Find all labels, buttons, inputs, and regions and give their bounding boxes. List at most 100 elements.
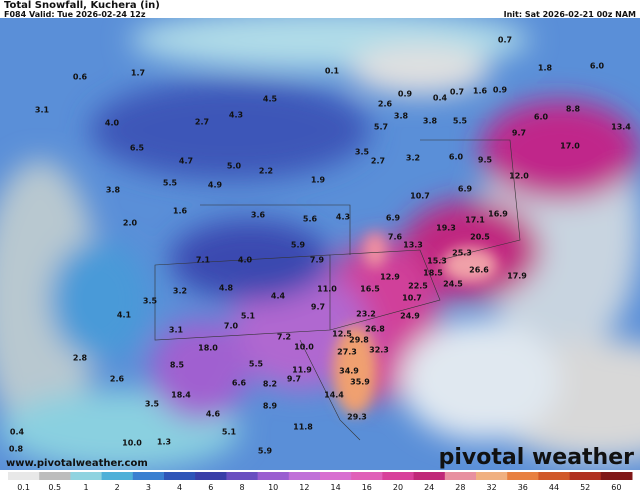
snowfall-label: 0.8 — [9, 445, 24, 454]
snowfall-label: 3.1 — [35, 106, 50, 115]
colorbar-tick-label: 24 — [424, 483, 434, 492]
snowfall-label: 11.0 — [317, 285, 337, 294]
snowfall-label: 4.8 — [219, 284, 234, 293]
snowfall-label: 24.9 — [400, 312, 420, 321]
colorbar-tick-label: 0.1 — [17, 483, 30, 492]
colorbar-swatch — [195, 472, 227, 480]
snowfall-label: 6.5 — [130, 144, 145, 153]
snowfall-label: 6.0 — [590, 62, 605, 71]
snowfall-label: 3.1 — [169, 326, 184, 335]
snowfall-label: 4.1 — [117, 311, 132, 320]
colorbar-tick-label: 52 — [580, 483, 590, 492]
snowfall-label: 7.6 — [388, 233, 403, 242]
snowfall-label: 13.4 — [611, 123, 631, 132]
colorbar-tick-label: 60 — [611, 483, 621, 492]
colorbar-tick-label: 12 — [299, 483, 309, 492]
snowfall-label: 2.8 — [73, 354, 88, 363]
colorbar-tick-label: 4 — [177, 483, 182, 492]
snowfall-label: 4.6 — [206, 410, 221, 419]
snowfall-label: 0.4 — [433, 94, 448, 103]
snowfall-label: 7.2 — [277, 333, 291, 342]
snowfall-label: 8.8 — [566, 105, 581, 114]
snowfall-label: 17.1 — [465, 216, 485, 225]
colorbar-swatch — [600, 472, 633, 480]
snowfall-label: 12.5 — [332, 330, 352, 339]
snowfall-label: 17.0 — [560, 142, 580, 151]
snowfall-label: 8.2 — [263, 380, 277, 389]
snowfall-label: 25.3 — [452, 249, 472, 258]
colorbar-tick-label: 8 — [239, 483, 244, 492]
snowfall-label: 6.9 — [386, 214, 401, 223]
snowfall-label: 9.7 — [512, 129, 526, 138]
snowfall-label: 2.0 — [123, 219, 138, 228]
colorbar-swatch — [382, 472, 415, 480]
snowfall-label: 0.1 — [325, 67, 340, 76]
snowfall-label: 1.8 — [538, 64, 553, 73]
watermark: www.pivotalweather.com — [6, 458, 148, 469]
snowfall-label: 11.8 — [293, 423, 313, 432]
snowfall-label: 9.7 — [311, 303, 325, 312]
colorbar-swatch — [413, 472, 446, 480]
snowfall-label: 5.0 — [227, 162, 242, 171]
logo: pivotal weather — [439, 445, 634, 470]
colorbar-swatch — [70, 472, 103, 480]
snowfall-label: 35.9 — [350, 378, 370, 387]
colorbar-tick-label: 3 — [146, 483, 151, 492]
colorbar-swatch — [320, 472, 352, 480]
state-borders — [154, 139, 521, 441]
colorbar-swatch — [164, 472, 196, 480]
colorbar-swatch — [101, 472, 134, 480]
colorbar-swatch — [8, 472, 40, 480]
snowfall-label: 3.2 — [406, 154, 420, 163]
snowfall-label: 2.2 — [259, 167, 273, 176]
snowfall-label: 19.3 — [436, 224, 456, 233]
colorbar-swatch — [569, 472, 602, 480]
colorbar-swatch — [444, 472, 477, 480]
snowfall-label: 7.0 — [224, 322, 239, 331]
snowfall-label: 16.5 — [360, 285, 380, 294]
snowfall-label: 22.5 — [408, 282, 428, 291]
snowfall-label: 4.0 — [105, 119, 120, 128]
snowfall-label: 5.5 — [249, 360, 264, 369]
snowfall-label: 15.3 — [427, 257, 447, 266]
snowfall-label: 14.4 — [324, 391, 344, 400]
snowfall-label: 3.5 — [355, 148, 370, 157]
colorbar-tick-label: 28 — [455, 483, 465, 492]
snowfall-label: 0.4 — [10, 428, 25, 437]
colorbar-tick-label: 20 — [393, 483, 403, 492]
snowfall-label: 3.6 — [251, 211, 266, 220]
snowfall-label: 6.9 — [458, 185, 473, 194]
colorbar-swatch — [288, 472, 321, 480]
snowfall-label: 1.7 — [131, 69, 145, 78]
snowfall-label: 20.5 — [470, 233, 490, 242]
colorbar-swatch — [507, 472, 539, 480]
snowfall-label: 26.6 — [469, 266, 489, 275]
colorbar-swatch — [351, 472, 383, 480]
colorbar-tick-label: 0.5 — [48, 483, 61, 492]
snowfall-label: 1.9 — [311, 176, 326, 185]
snowfall-label: 10.7 — [402, 294, 422, 303]
snowfall-label: 5.6 — [303, 215, 318, 224]
snowfall-label: 3.8 — [106, 186, 121, 195]
snowfall-label: 5.9 — [258, 447, 273, 456]
snowfall-label: 1.3 — [157, 438, 171, 447]
valid-time: F084 Valid: Tue 2026-02-24 12z — [4, 10, 146, 19]
snowfall-label: 32.3 — [369, 346, 389, 355]
snowfall-label: 4.3 — [336, 213, 350, 222]
snowfall-label: 3.8 — [394, 112, 409, 121]
snowfall-label: 4.5 — [263, 95, 278, 104]
colorbar-tick-label: 36 — [518, 483, 528, 492]
colorbar-tick-label: 1 — [83, 483, 88, 492]
snowfall-label: 6.0 — [534, 113, 549, 122]
snowfall-label: 18.0 — [198, 344, 218, 353]
snowfall-label: 2.6 — [110, 375, 125, 384]
colorbar-tick-label: 14 — [331, 483, 341, 492]
snowfall-label: 4.7 — [179, 157, 193, 166]
snowfall-label: 10.0 — [122, 439, 142, 448]
colorbar-swatch — [257, 472, 290, 480]
snowfall-label: 23.2 — [356, 310, 376, 319]
colorbar-tick-label: 6 — [208, 483, 213, 492]
snowfall-label: 5.9 — [291, 241, 306, 250]
snowfall-label: 27.3 — [337, 348, 357, 357]
